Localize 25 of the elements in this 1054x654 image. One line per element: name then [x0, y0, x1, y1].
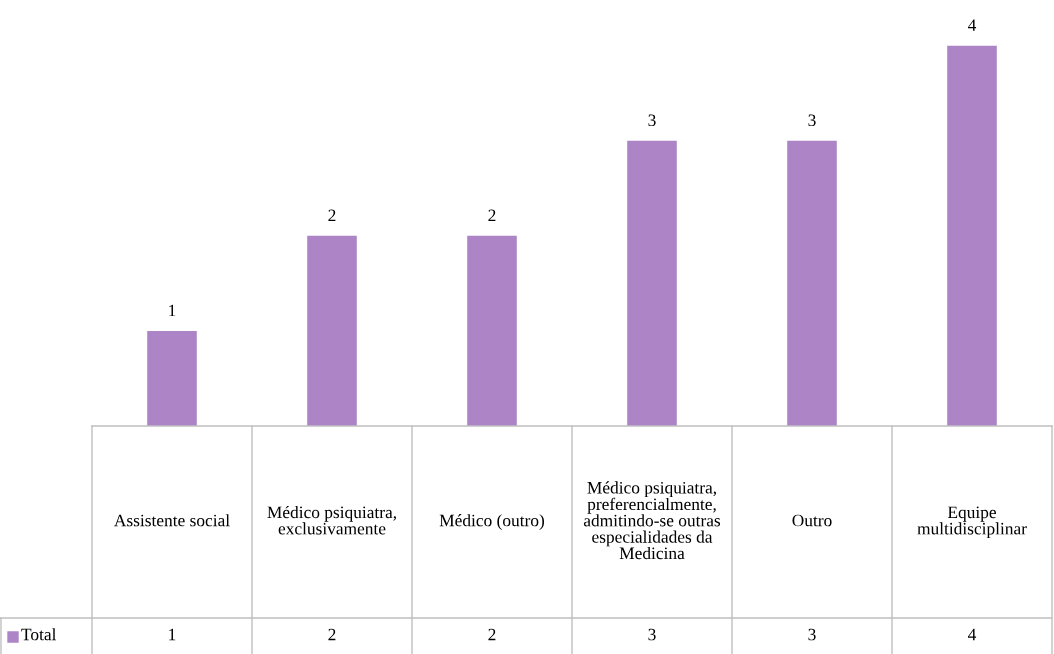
bar — [467, 235, 517, 426]
text: 1 — [169, 628, 176, 641]
bar — [147, 330, 197, 426]
text: 3 — [648, 628, 656, 641]
x-tick-label: Assistente social — [114, 514, 230, 527]
text: 3 — [808, 628, 816, 641]
x-tick-label: Médico (outro) — [439, 514, 545, 530]
legend-label: Total — [21, 628, 57, 641]
data-label: 3 — [648, 114, 656, 127]
bar — [947, 45, 997, 426]
x-tick-label: Médico psiquiatra, preferencialmente, admitindo-se outras especialidades da Medicina — [583, 481, 721, 560]
x-tick-label: Equipe multidisciplinar — [917, 506, 1027, 539]
text: 2 — [328, 628, 336, 641]
data-label: 2 — [328, 209, 336, 222]
x-tick-label: Outro — [792, 514, 832, 527]
text: 2 — [488, 628, 496, 641]
text: 4 — [968, 628, 977, 641]
data-label: 1 — [169, 304, 176, 317]
bar — [307, 235, 357, 426]
data-label: 4 — [968, 19, 977, 31]
data-label: 2 — [488, 209, 496, 222]
data-label: 3 — [808, 114, 816, 127]
bar — [787, 140, 837, 426]
bar — [627, 140, 677, 426]
x-tick-label: Médico psiquiatra, exclusivamente — [267, 505, 396, 535]
